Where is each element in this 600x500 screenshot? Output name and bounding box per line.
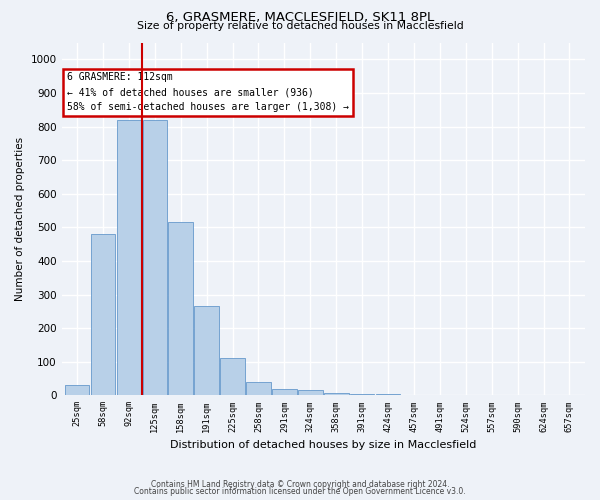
- Bar: [220, 358, 245, 396]
- Bar: [246, 382, 271, 396]
- Bar: [376, 394, 400, 396]
- X-axis label: Distribution of detached houses by size in Macclesfield: Distribution of detached houses by size …: [170, 440, 476, 450]
- Bar: [194, 306, 219, 396]
- Bar: [401, 394, 426, 396]
- Bar: [298, 390, 323, 396]
- Text: Size of property relative to detached houses in Macclesfield: Size of property relative to detached ho…: [137, 21, 463, 31]
- Bar: [324, 392, 349, 396]
- Bar: [116, 120, 141, 396]
- Bar: [350, 394, 374, 396]
- Text: 6 GRASMERE: 112sqm
← 41% of detached houses are smaller (936)
58% of semi-detach: 6 GRASMERE: 112sqm ← 41% of detached hou…: [67, 72, 349, 112]
- Bar: [91, 234, 115, 396]
- Bar: [272, 388, 297, 396]
- Bar: [169, 222, 193, 396]
- Text: Contains public sector information licensed under the Open Government Licence v3: Contains public sector information licen…: [134, 487, 466, 496]
- Text: Contains HM Land Registry data © Crown copyright and database right 2024.: Contains HM Land Registry data © Crown c…: [151, 480, 449, 489]
- Bar: [143, 120, 167, 396]
- Y-axis label: Number of detached properties: Number of detached properties: [15, 137, 25, 301]
- Text: 6, GRASMERE, MACCLESFIELD, SK11 8PL: 6, GRASMERE, MACCLESFIELD, SK11 8PL: [166, 11, 434, 24]
- Bar: [65, 385, 89, 396]
